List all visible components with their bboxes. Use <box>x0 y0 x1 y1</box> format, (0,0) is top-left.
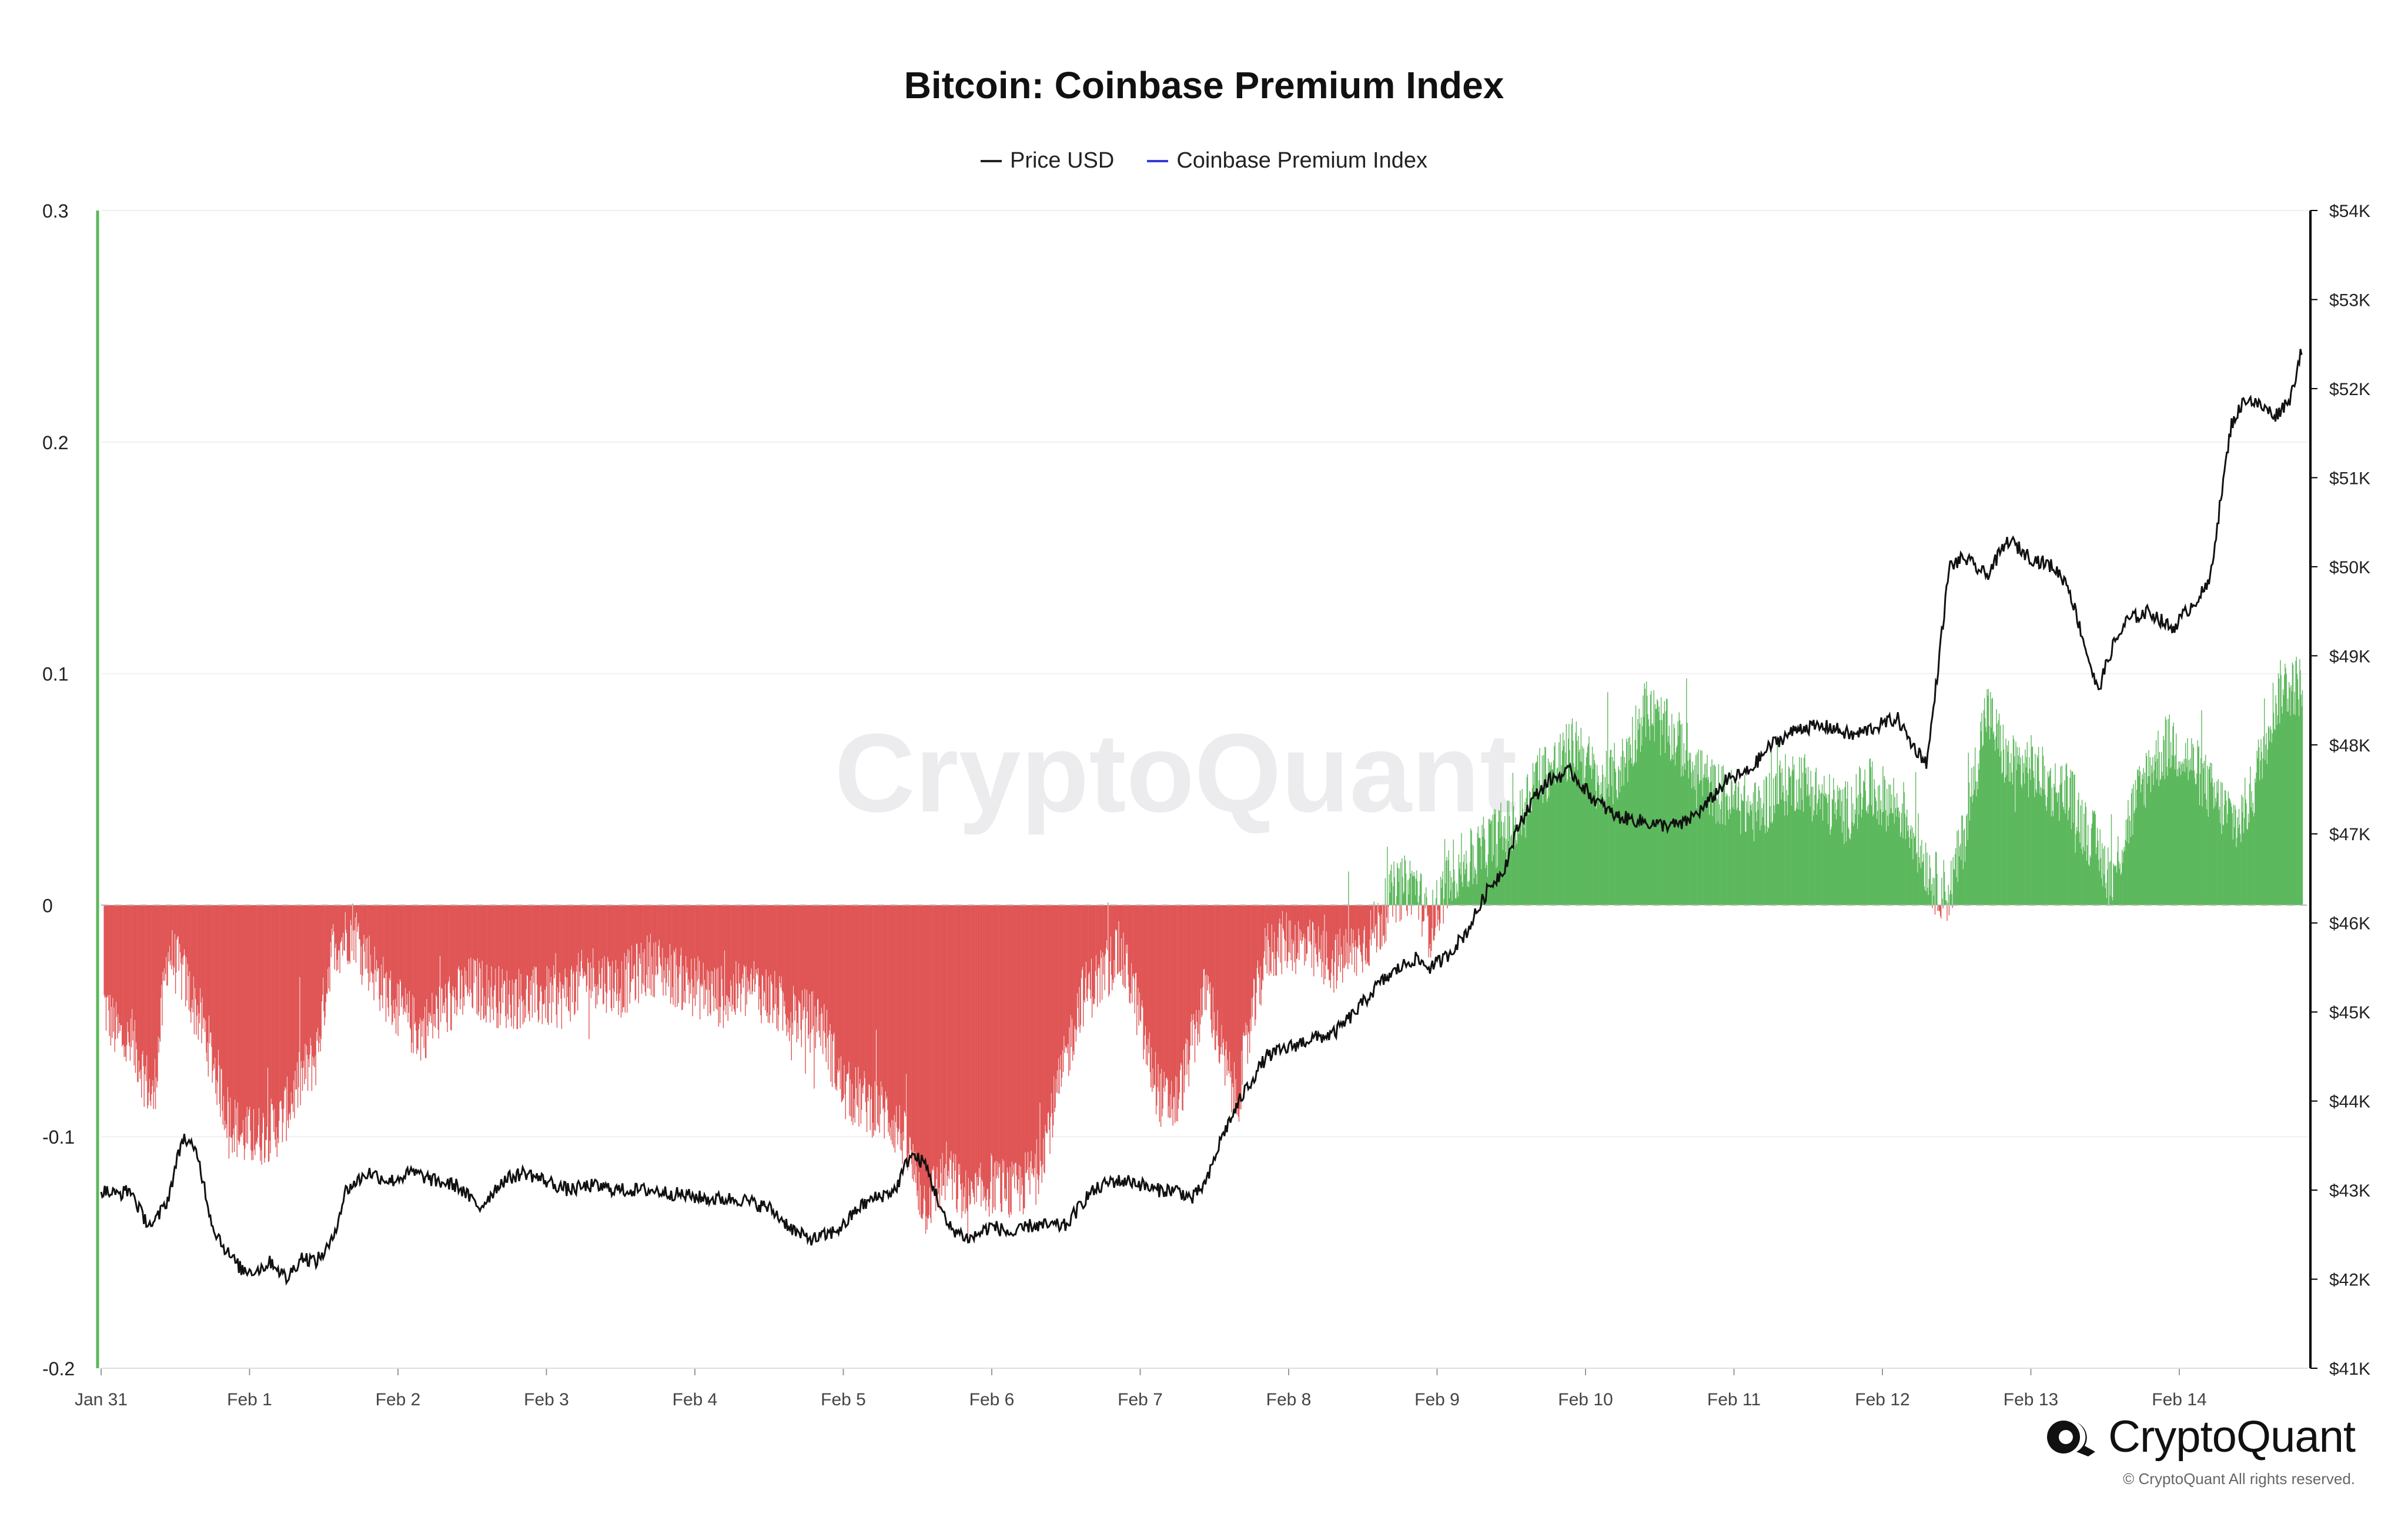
right-tick-label: $41K <box>2329 1359 2370 1379</box>
watermark-text: CryptoQuant <box>834 711 1517 836</box>
right-tick-label: $47K <box>2329 825 2370 844</box>
left-tick-label: 0 <box>42 895 53 916</box>
left-tick-label: 0.1 <box>42 664 68 685</box>
legend-label-premium: Coinbase Premium Index <box>1176 148 1428 173</box>
right-tick-label: $51K <box>2329 469 2370 488</box>
chart-title: Bitcoin: Coinbase Premium Index <box>904 64 1504 106</box>
x-tick-label: Feb 12 <box>1855 1390 1909 1409</box>
legend-item-price[interactable]: Price USD <box>980 148 1115 173</box>
x-tick-label: Feb 7 <box>1118 1390 1163 1409</box>
left-tick-label: -0.1 <box>42 1127 75 1148</box>
x-tick-label: Feb 5 <box>821 1390 866 1409</box>
right-tick-label: $53K <box>2329 290 2370 310</box>
x-tick-label: Feb 9 <box>1414 1390 1460 1409</box>
right-tick-label: $50K <box>2329 558 2370 577</box>
left-tick-label: -0.2 <box>42 1358 75 1379</box>
right-tick-label: $48K <box>2329 736 2370 756</box>
cryptoquant-logo-icon <box>2047 1420 2096 1456</box>
chart-legend: Price USD Coinbase Premium Index <box>0 148 2408 173</box>
legend-label-price: Price USD <box>1009 148 1115 173</box>
x-tick-label: Feb 11 <box>1707 1390 1761 1409</box>
price-usd-line <box>100 349 2303 1286</box>
right-tick-label: $46K <box>2329 914 2370 934</box>
right-tick-label: $43K <box>2329 1181 2370 1201</box>
premium-positive-bars <box>352 657 2303 905</box>
right-tick-label: $42K <box>2329 1271 2370 1290</box>
x-tick-label: Feb 6 <box>969 1390 1015 1409</box>
right-axis-ticks: $54K $53K $52K $51K $50K $49K $48K $47K $46K $45K… <box>2310 202 2370 1379</box>
right-tick-label: $49K <box>2329 647 2370 666</box>
left-tick-label: 0.3 <box>42 201 68 222</box>
x-axis-ticks: Jan 31 Feb 1 Feb 2 Feb 3 Feb 4 Feb 5 Feb 6 Feb … <box>75 1368 2308 1409</box>
legend-swatch-premium <box>1147 159 1169 162</box>
left-axis-ticks: 0.3 0.2 0.1 0 -0.1 -0.2 <box>42 201 75 1379</box>
right-tick-label: $54K <box>2329 202 2370 221</box>
left-tick-label: 0.2 <box>42 432 68 453</box>
x-tick-label: Feb 14 <box>2152 1390 2206 1409</box>
legend-swatch-price <box>980 159 1002 162</box>
x-tick-label: Feb 13 <box>2004 1390 2058 1409</box>
x-tick-label: Feb 8 <box>1266 1390 1312 1409</box>
x-tick-label: Jan 31 <box>75 1390 128 1409</box>
copyright-text: © CryptoQuant All rights reserved. <box>2123 1470 2355 1488</box>
x-tick-label: Feb 4 <box>673 1390 718 1409</box>
right-tick-label: $45K <box>2329 1003 2370 1023</box>
premium-negative-bars <box>103 905 1953 1235</box>
x-tick-label: Feb 2 <box>376 1390 421 1409</box>
x-tick-label: Feb 1 <box>227 1390 272 1409</box>
brand-name: CryptoQuant <box>2108 1412 2356 1462</box>
right-tick-label: $44K <box>2329 1092 2370 1112</box>
right-tick-label: $52K <box>2329 380 2370 399</box>
x-tick-label: Feb 10 <box>1558 1390 1613 1409</box>
x-tick-label: Feb 3 <box>524 1390 569 1409</box>
legend-item-premium[interactable]: Coinbase Premium Index <box>1147 148 1427 173</box>
cryptoquant-logo: CryptoQuant <box>2046 1411 2356 1462</box>
